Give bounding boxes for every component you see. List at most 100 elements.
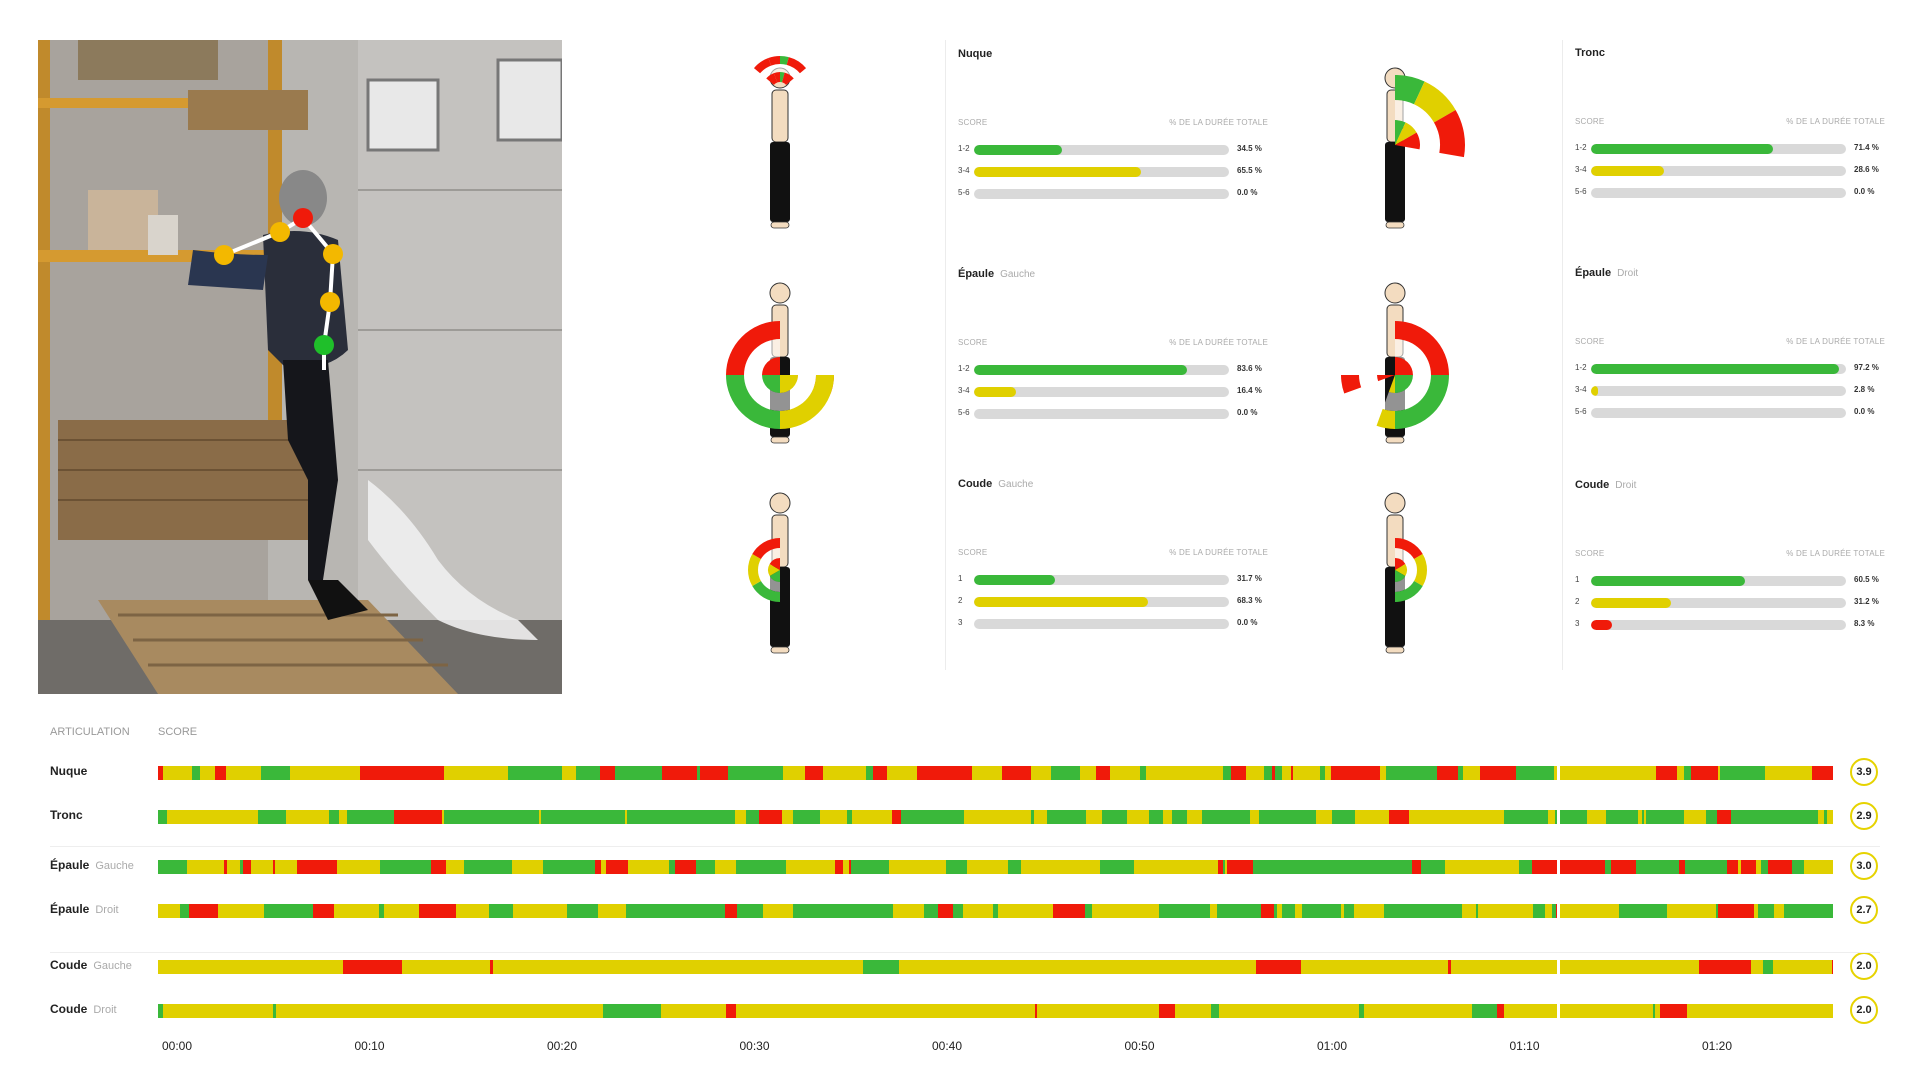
timeline-segment xyxy=(1051,766,1080,780)
panel-title-text: Coude xyxy=(1575,479,1610,491)
timeline-segment xyxy=(606,960,653,974)
timeline-segment xyxy=(1066,960,1070,974)
timeline-segment xyxy=(1459,810,1504,824)
timeline-segment xyxy=(1045,960,1066,974)
panel-column-header: SCORE % DE LA DURÉE TOTALE xyxy=(958,118,1268,127)
average-score-badge: 3.0 xyxy=(1850,852,1878,880)
timeline-segment xyxy=(1448,960,1451,974)
timeline-segment xyxy=(743,960,766,974)
timeline-segment xyxy=(287,1004,302,1018)
timeline-segment xyxy=(1699,960,1751,974)
timeline-segment xyxy=(339,860,349,874)
timeline-segment xyxy=(187,860,224,874)
timeline-segment xyxy=(804,860,835,874)
score-timeline-bar[interactable] xyxy=(158,766,1833,780)
timeline-segment xyxy=(1716,904,1718,918)
timeline-segment xyxy=(313,904,334,918)
timeline-segment xyxy=(1359,1004,1364,1018)
timeline-segment xyxy=(1825,904,1833,918)
panel-nuque: Nuque SCORE % DE LA DURÉE TOTALE 1-2 34.5 % 3… xyxy=(958,48,1288,199)
timeline-segment xyxy=(1437,766,1456,780)
timeline-segment xyxy=(733,860,736,874)
timeline-segment xyxy=(1680,766,1684,780)
time-tick-label: 01:00 xyxy=(1317,1039,1348,1053)
timeline-segment xyxy=(869,766,873,780)
score-bar-fill xyxy=(1591,364,1839,374)
panel-title-text: Nuque xyxy=(958,48,993,60)
timeline-segment xyxy=(691,904,695,918)
timeline-segment xyxy=(1794,904,1806,918)
timeline-segment xyxy=(1140,766,1146,780)
timeline-segment xyxy=(1149,810,1163,824)
risk-zone-sector xyxy=(1414,554,1427,586)
timeline-row: Coude Droit 2.0 xyxy=(50,996,1880,1024)
timeline-segment xyxy=(1282,904,1295,918)
panel-epaule-droit: Épaule Droit SCORE % DE LA DURÉE TOTALE 1-2 9… xyxy=(1575,267,1905,418)
timeline-segment xyxy=(937,1004,944,1018)
timeline-segment xyxy=(1808,810,1818,824)
timeline-segment xyxy=(1314,960,1322,974)
timeline-segment xyxy=(1792,960,1832,974)
articulation-header: ARTICULATION xyxy=(50,726,130,738)
timeline-segment xyxy=(996,960,1003,974)
timeline-segment xyxy=(704,960,743,974)
timeline-segment xyxy=(746,810,754,824)
score-percentage: 0.0 % xyxy=(1237,618,1258,627)
risk-zone-sector xyxy=(1341,375,1362,394)
coude-gauche-body-diagram xyxy=(680,475,880,675)
score-timeline-bar[interactable] xyxy=(158,1004,1833,1018)
timeline-segment xyxy=(464,860,488,874)
timeline-segment xyxy=(1067,860,1100,874)
row-separator xyxy=(50,846,1880,847)
timeline-segment xyxy=(541,810,589,824)
video-frame[interactable] xyxy=(38,40,562,694)
score-column-label: SCORE xyxy=(1575,337,1605,346)
timeline-segment xyxy=(1786,1004,1791,1018)
timeline-segment xyxy=(393,904,406,918)
joint-name: Épaule Droit xyxy=(50,902,119,916)
timeline-segment xyxy=(286,810,325,824)
duration-column-label: % DE LA DURÉE TOTALE xyxy=(1786,337,1885,346)
timeline-segment xyxy=(238,1004,256,1018)
risk-zone-sector xyxy=(1377,375,1395,382)
timeline-segment xyxy=(1253,860,1297,874)
score-range-label: 5-6 xyxy=(1575,407,1587,416)
score-timeline-bar[interactable] xyxy=(158,810,1833,824)
timeline-segment xyxy=(172,766,192,780)
timeline-segment xyxy=(512,860,543,874)
timeline-segment xyxy=(726,1004,736,1018)
risk-zone-sector xyxy=(769,570,780,582)
score-bar-row: 3-4 28.6 % xyxy=(1575,164,1905,178)
timeline-segment xyxy=(1796,766,1812,780)
score-bar-fill xyxy=(1591,144,1774,154)
timeline-segment xyxy=(302,1004,325,1018)
timeline-segment xyxy=(606,860,628,874)
risk-zone-sector xyxy=(786,57,807,74)
timeline-segment xyxy=(493,960,497,974)
score-percentage: 2.8 % xyxy=(1854,385,1875,394)
timeline-segment xyxy=(699,904,725,918)
duration-column-label: % DE LA DURÉE TOTALE xyxy=(1169,118,1268,127)
score-timeline-bar[interactable] xyxy=(158,904,1833,918)
timeline-segment xyxy=(1738,860,1741,874)
risk-zone-sector xyxy=(1395,558,1406,570)
score-timeline-bar[interactable] xyxy=(158,960,1833,974)
timeline-segment xyxy=(700,766,724,780)
timeline-segment xyxy=(1463,766,1477,780)
score-bar-fill xyxy=(974,145,1062,155)
timeline-segment xyxy=(373,810,394,824)
timeline-segment xyxy=(595,860,601,874)
timeline-segment xyxy=(1722,1004,1741,1018)
timeline-segment xyxy=(565,860,590,874)
score-timeline-bar[interactable] xyxy=(158,860,1833,874)
timeline-segment xyxy=(577,960,597,974)
timeline-segment xyxy=(698,810,735,824)
timeline-segment xyxy=(1691,1004,1704,1018)
timeline-segment xyxy=(1384,960,1407,974)
risk-zone-sector xyxy=(762,375,780,393)
timeline-segment xyxy=(1537,960,1544,974)
timeline-segment xyxy=(728,766,736,780)
timeline-segment xyxy=(218,904,254,918)
timeline-segment xyxy=(1034,810,1036,824)
timeline-segment xyxy=(1102,810,1118,824)
